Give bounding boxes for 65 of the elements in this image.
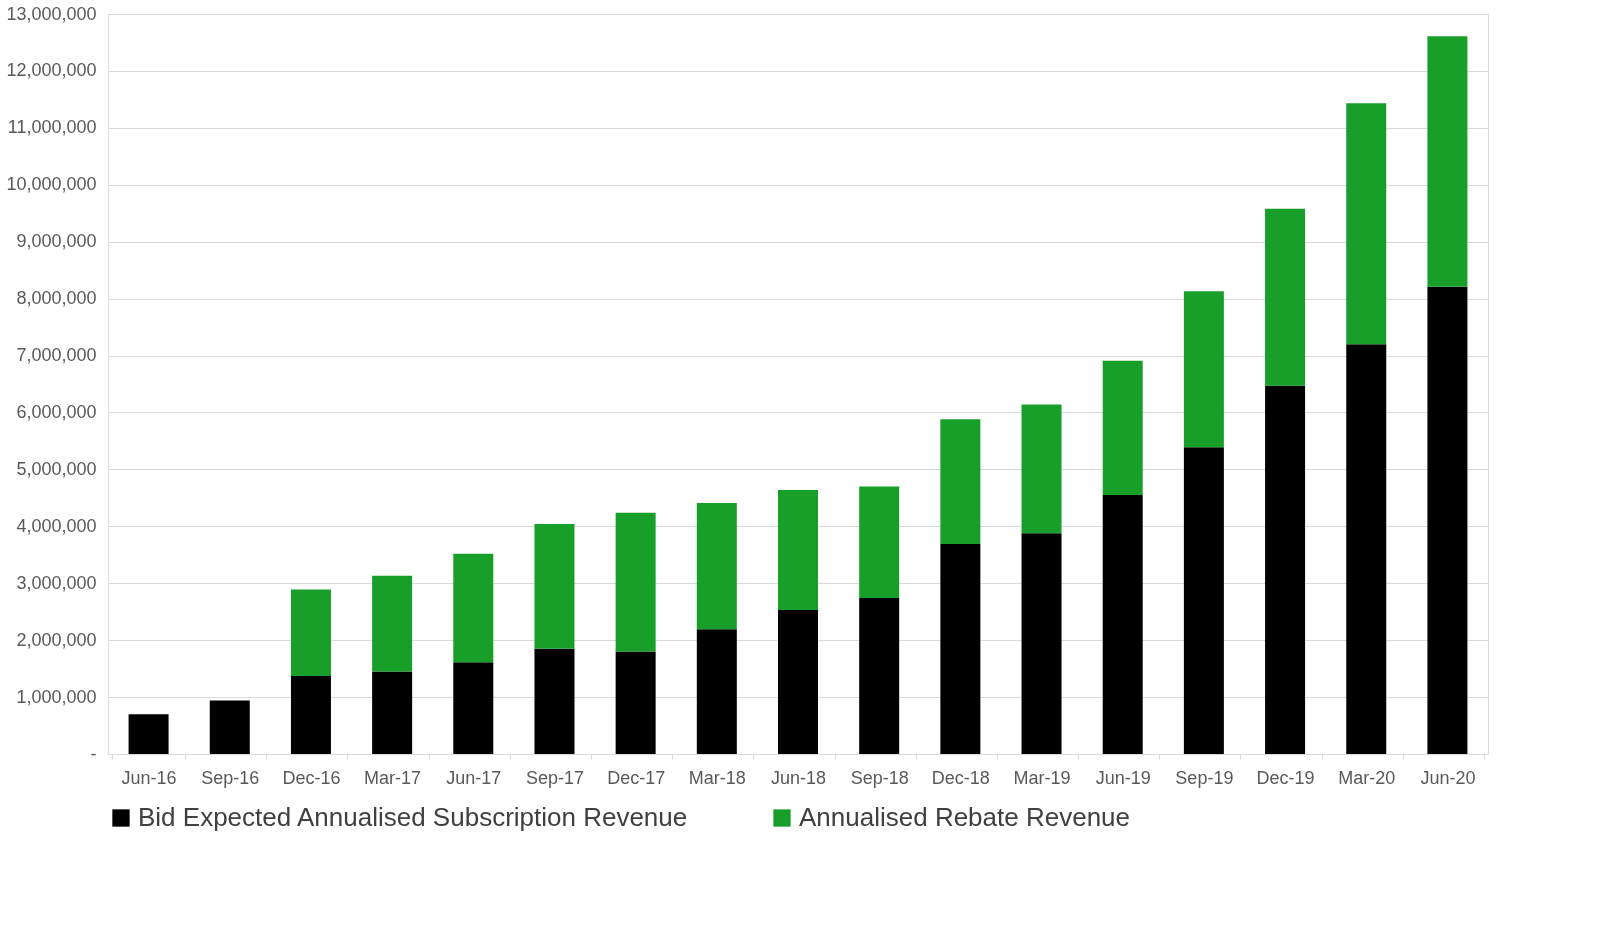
bar bbox=[696, 629, 737, 754]
bar bbox=[209, 700, 250, 754]
x-tick-label: Sep-17 bbox=[525, 767, 584, 788]
legend-label: Annualised Rebate Revenue bbox=[799, 802, 1131, 832]
x-tick-label: Sep-19 bbox=[1175, 767, 1234, 788]
bar bbox=[778, 489, 818, 610]
bar bbox=[1427, 286, 1468, 754]
x-tick-label: Sep-18 bbox=[850, 767, 909, 788]
bar bbox=[290, 676, 331, 754]
y-tick-label: - bbox=[90, 743, 97, 764]
bar bbox=[1265, 385, 1306, 754]
y-tick-label: 11,000,000 bbox=[7, 117, 97, 138]
y-tick-label: 7,000,000 bbox=[16, 345, 97, 366]
x-tick-label: Jun-18 bbox=[770, 767, 827, 788]
x-tick-label: Dec-18 bbox=[931, 767, 990, 788]
x-tick-label: Mar-20 bbox=[1338, 767, 1396, 788]
legend-label: Bid Expected Annualised Subscription Revenue bbox=[138, 802, 688, 832]
bar bbox=[778, 609, 818, 754]
bar bbox=[1021, 533, 1062, 754]
x-tick-label: Jun-19 bbox=[1095, 767, 1151, 788]
x-tick-label: Dec-19 bbox=[1256, 767, 1315, 788]
x-tick-label: Jun-20 bbox=[1420, 767, 1476, 788]
y-tick-label: 6,000,000 bbox=[16, 401, 97, 422]
bar bbox=[1265, 208, 1306, 386]
x-tick-label: Jun-16 bbox=[121, 767, 177, 788]
bar bbox=[453, 553, 494, 663]
y-tick-label: 4,000,000 bbox=[16, 515, 97, 536]
bar bbox=[372, 671, 413, 754]
bar bbox=[128, 714, 169, 754]
bar bbox=[1102, 360, 1143, 495]
bar bbox=[534, 524, 575, 649]
bar bbox=[696, 502, 737, 630]
bar bbox=[615, 512, 656, 652]
bar bbox=[372, 575, 413, 672]
x-tick-label: Jun-17 bbox=[446, 767, 502, 788]
bar bbox=[1021, 404, 1062, 534]
bar bbox=[859, 598, 900, 754]
x-tick-label: Mar-17 bbox=[364, 767, 422, 788]
bar bbox=[290, 589, 331, 677]
y-tick-label: 3,000,000 bbox=[16, 572, 97, 593]
bar bbox=[1183, 447, 1224, 754]
y-tick-label: 13,000,000 bbox=[6, 3, 97, 24]
x-tick-label: Sep-16 bbox=[201, 767, 260, 788]
y-tick-label: 1,000,000 bbox=[16, 686, 97, 707]
x-tick-label: Dec-16 bbox=[282, 767, 341, 788]
bar bbox=[453, 662, 494, 754]
bar bbox=[940, 419, 981, 544]
y-tick-label: 5,000,000 bbox=[16, 458, 97, 479]
bar bbox=[940, 543, 981, 754]
y-tick-label: 2,000,000 bbox=[16, 629, 97, 650]
bar bbox=[1427, 36, 1468, 287]
bar bbox=[1102, 495, 1143, 754]
y-tick-label: 9,000,000 bbox=[16, 231, 97, 252]
bar bbox=[1183, 291, 1224, 448]
y-tick-label: 8,000,000 bbox=[16, 288, 97, 309]
bar bbox=[615, 651, 656, 754]
x-tick-label: Mar-18 bbox=[688, 767, 746, 788]
x-tick-label: Dec-17 bbox=[607, 767, 666, 788]
bar bbox=[1346, 344, 1387, 754]
bar bbox=[859, 486, 900, 599]
bar bbox=[1346, 103, 1387, 345]
y-tick-label: 10,000,000 bbox=[6, 174, 97, 195]
bar bbox=[534, 648, 575, 754]
y-tick-label: 12,000,000 bbox=[6, 60, 97, 81]
x-tick-label: Mar-19 bbox=[1013, 767, 1071, 788]
